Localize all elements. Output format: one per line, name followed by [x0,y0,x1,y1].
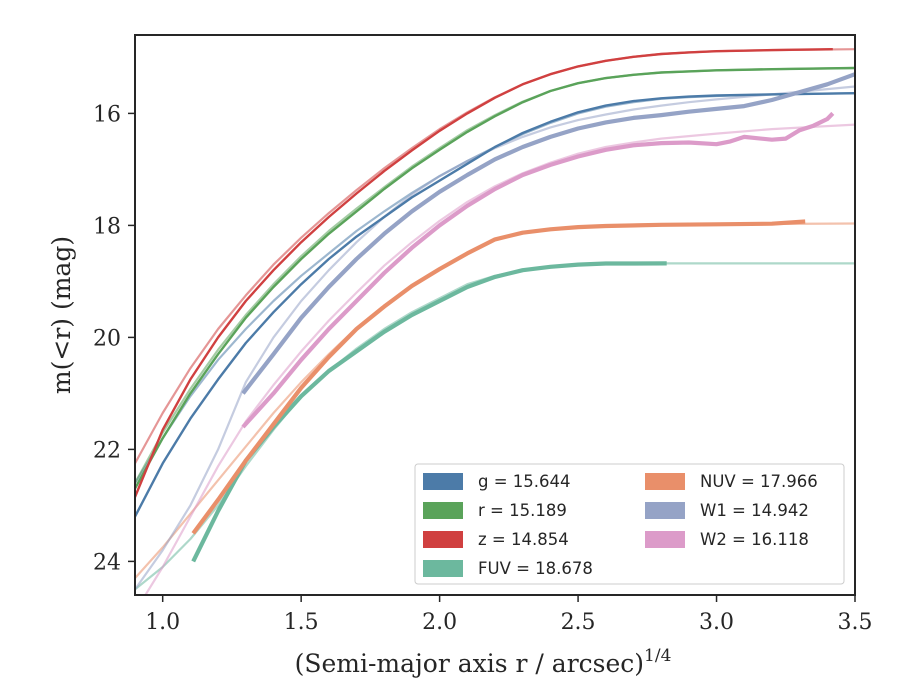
data-line-g-15-644 [135,92,855,518]
legend-swatch-nuv-17-966 [645,473,685,490]
legend-entry-g-15-644: g = 15.644 [478,472,571,491]
y-axis-label: m(<r) (mag) [47,236,76,394]
legend-swatch-r-15-189 [423,502,463,519]
legend-entry-r-15-189: r = 15.189 [478,501,567,520]
legend-entry-z-14-854: z = 14.854 [478,530,569,549]
legend-swatch-z-14-854 [423,531,463,548]
model-line-w1-14-942 [135,85,855,591]
plot-frame [134,34,856,596]
legend: g = 15.644 r = 15.189 z = 14.854 FUV = 18.6… [414,463,845,585]
x-tick-label: 1.5 [284,610,319,635]
model-line-w2-16-118 [144,123,855,595]
y-tick-label: 22 [93,438,121,463]
y-tick-label: 20 [93,326,121,351]
data-line-z-14-854 [135,48,833,498]
legend-swatch-g-15-644 [423,473,463,490]
y-tick-label: 16 [93,102,121,127]
legend-frame [414,463,845,585]
x-tick-label: 1.0 [145,610,180,635]
x-axis-label: (Semi-major axis r / arcsec)1/4 [295,646,672,678]
y-axis-ticks: 16 18 20 22 24 [93,102,135,575]
y-tick-label: 18 [93,214,121,239]
legend-entry-w2-16-118: W2 = 16.118 [700,530,809,549]
data-curves [135,48,855,563]
legend-entry-fuv-18-678: FUV = 18.678 [478,559,593,578]
x-axis-ticks: 1.0 1.5 2.0 2.5 3.0 3.5 [145,595,873,635]
data-line-r-15-189 [135,66,855,490]
x-tick-label: 3.5 [838,610,873,635]
legend-entry-nuv-17-966: NUV = 17.966 [700,472,818,491]
legend-entry-w1-14-942: W1 = 14.942 [700,501,809,520]
legend-swatch-w1-14-942 [645,502,685,519]
legend-swatch-fuv-18-678 [423,560,463,577]
y-tick-label: 24 [93,550,121,575]
data-line-nuv-17-966 [191,219,806,535]
x-tick-label: 2.0 [422,610,457,635]
data-line-w1-14-942 [241,72,855,395]
x-tick-label: 3.0 [699,610,734,635]
legend-swatch-w2-16-118 [645,531,685,548]
x-tick-label: 2.5 [561,610,596,635]
data-line-w2-16-118 [241,111,835,429]
